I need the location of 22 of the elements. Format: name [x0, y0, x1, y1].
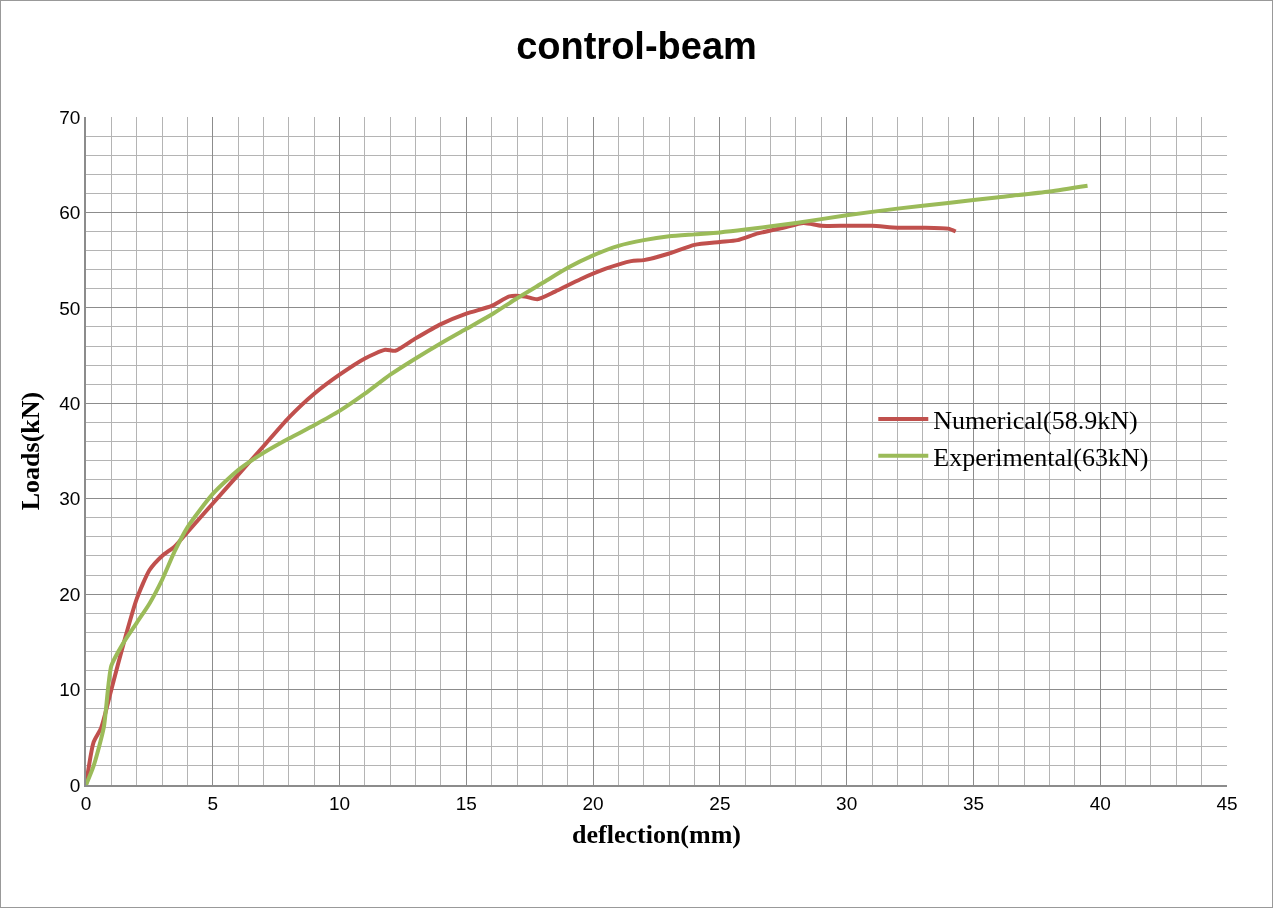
y-axis-title: Loads(kN) [16, 391, 46, 511]
y-tick-label: 30 [59, 488, 81, 510]
x-axis-title: deflection(mm) [572, 819, 741, 849]
x-tick-label: 25 [709, 792, 731, 814]
y-tick-label: 60 [59, 202, 81, 224]
y-tick-label: 20 [59, 583, 81, 605]
x-tick-label: 45 [1216, 792, 1238, 814]
x-tick-label: 35 [962, 792, 985, 814]
y-tick-label: 50 [59, 297, 81, 319]
x-tick-label: 30 [836, 792, 858, 814]
x-tick-label: 10 [328, 792, 351, 814]
y-tick-label: 70 [59, 106, 81, 128]
x-tick-label: 15 [455, 792, 477, 814]
legend-label: Experimental(63kN) [933, 442, 1149, 472]
x-tick-label: 20 [582, 792, 604, 814]
chart-title: control-beam [516, 25, 757, 68]
legend-label: Numerical(58.9kN) [933, 406, 1138, 436]
y-tick-label: 0 [69, 774, 81, 796]
y-tick-label: 10 [59, 679, 81, 701]
x-tick-label: 5 [207, 792, 219, 814]
x-tick-label: 40 [1089, 792, 1111, 814]
y-tick-label: 40 [59, 392, 81, 414]
